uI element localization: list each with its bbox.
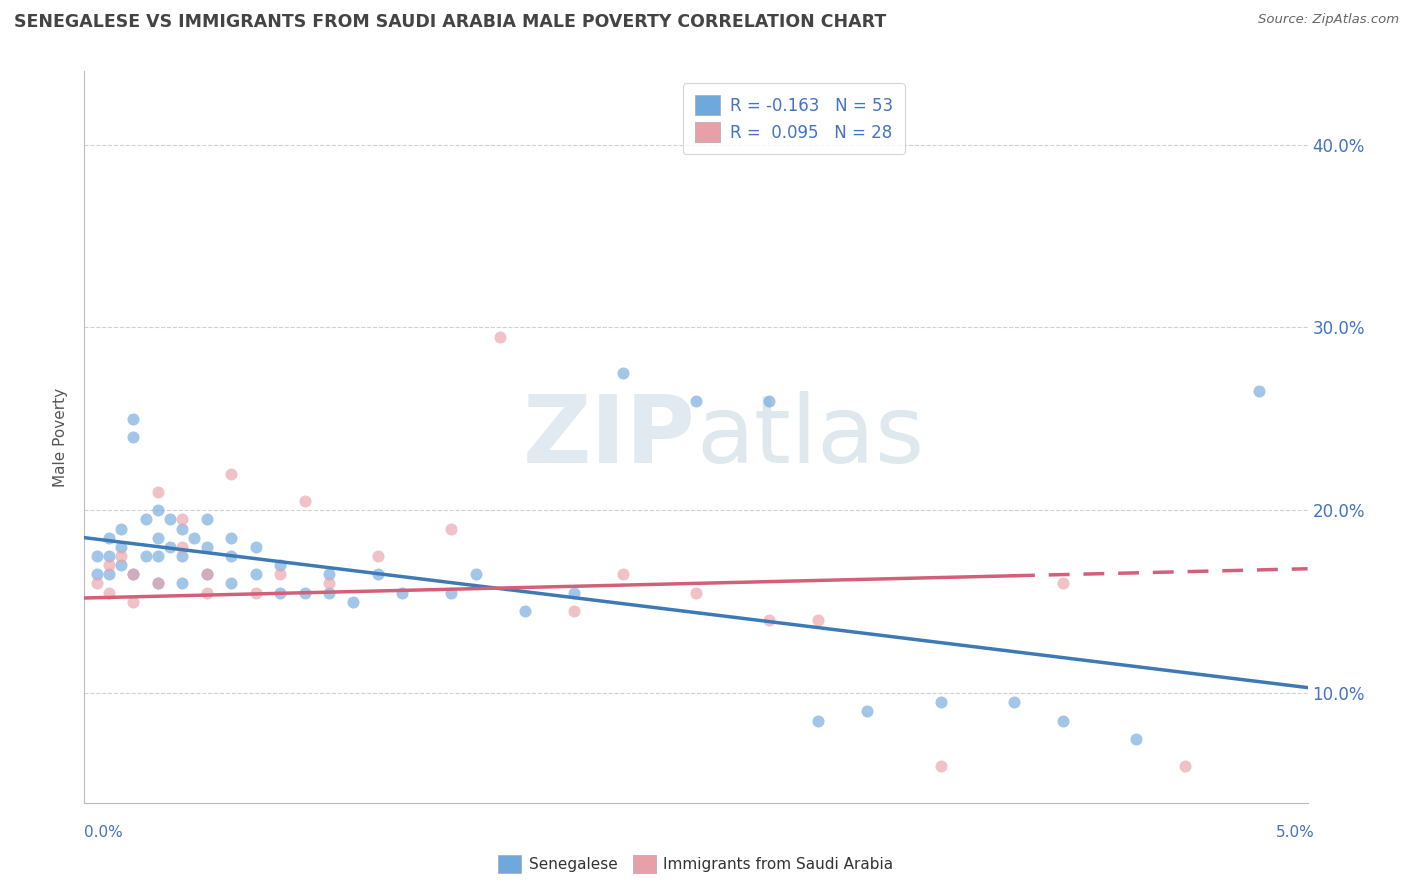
Point [97, 558, 120, 573]
Point [195, 567, 218, 582]
Text: Source: ZipAtlas.com: Source: ZipAtlas.com [1258, 13, 1399, 27]
Point [1247, 384, 1270, 399]
Point [110, 549, 132, 563]
Point [122, 412, 145, 426]
Point [172, 540, 194, 554]
Point [97, 549, 120, 563]
Point [318, 567, 340, 582]
Point [86, 549, 108, 563]
Point [159, 540, 181, 554]
Point [110, 521, 132, 535]
Point [856, 705, 879, 719]
Point [146, 503, 169, 517]
Point [269, 567, 291, 582]
Point [562, 604, 585, 618]
Point [367, 549, 389, 563]
Point [122, 567, 145, 582]
Point [342, 594, 364, 608]
Point [318, 576, 340, 591]
Point [86, 576, 108, 591]
Point [183, 531, 205, 545]
Point [219, 576, 242, 591]
Point [97, 585, 120, 599]
Point [807, 714, 830, 728]
Point [110, 540, 132, 554]
Point [86, 567, 108, 582]
Text: 5.0%: 5.0% [1275, 825, 1315, 840]
Point [758, 393, 780, 408]
Text: 0.0%: 0.0% [84, 825, 124, 840]
Point [146, 549, 169, 563]
Text: SENEGALESE VS IMMIGRANTS FROM SAUDI ARABIA MALE POVERTY CORRELATION CHART: SENEGALESE VS IMMIGRANTS FROM SAUDI ARAB… [14, 13, 886, 31]
Point [172, 512, 194, 526]
Point [195, 540, 218, 554]
Point [172, 549, 194, 563]
Point [269, 558, 291, 573]
Point [807, 613, 830, 627]
Point [294, 494, 316, 508]
Point [122, 430, 145, 444]
Point [489, 329, 512, 343]
Point [929, 695, 952, 709]
Point [440, 521, 463, 535]
Point [1125, 731, 1147, 746]
Point [1002, 695, 1025, 709]
Point [135, 512, 157, 526]
Text: atlas: atlas [696, 391, 924, 483]
Point [219, 531, 242, 545]
Point [195, 512, 218, 526]
Point [122, 567, 145, 582]
Y-axis label: Male Poverty: Male Poverty [53, 387, 69, 487]
Point [245, 585, 267, 599]
Point [391, 585, 413, 599]
Point [612, 567, 634, 582]
Point [146, 531, 169, 545]
Text: ZIP: ZIP [523, 391, 696, 483]
Point [245, 567, 267, 582]
Point [318, 585, 340, 599]
Point [464, 567, 486, 582]
Point [172, 576, 194, 591]
Point [562, 585, 585, 599]
Point [612, 366, 634, 380]
Point [513, 604, 536, 618]
Point [195, 567, 218, 582]
Point [146, 485, 169, 500]
Point [1052, 576, 1074, 591]
Point [245, 540, 267, 554]
Point [294, 585, 316, 599]
Point [110, 558, 132, 573]
Point [219, 549, 242, 563]
Point [1174, 759, 1197, 773]
Point [146, 576, 169, 591]
Point [172, 521, 194, 535]
Point [685, 393, 707, 408]
Point [758, 613, 780, 627]
Point [146, 576, 169, 591]
Point [269, 585, 291, 599]
Point [367, 567, 389, 582]
Point [929, 759, 952, 773]
Point [97, 567, 120, 582]
Point [440, 585, 463, 599]
Point [159, 512, 181, 526]
Point [1052, 714, 1074, 728]
Point [195, 585, 218, 599]
Point [685, 585, 707, 599]
Point [219, 467, 242, 481]
Legend: Senegalese, Immigrants from Saudi Arabia: Senegalese, Immigrants from Saudi Arabia [492, 848, 900, 880]
Point [97, 531, 120, 545]
Point [122, 594, 145, 608]
Point [135, 549, 157, 563]
